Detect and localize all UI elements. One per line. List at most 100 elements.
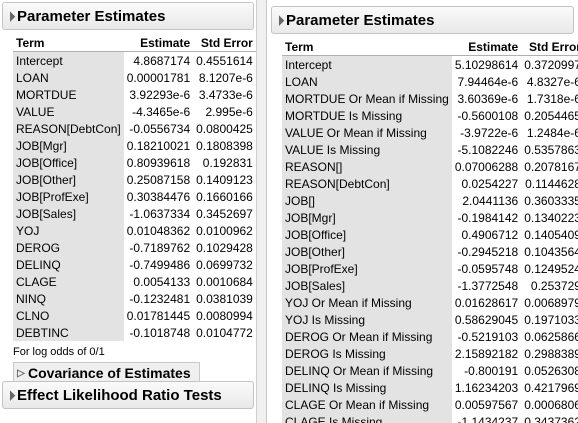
estimate-cell: 0.01048362 <box>126 223 191 238</box>
table-row: JOB[Mgr] 0.18210021 0.1808398 <box>13 137 256 154</box>
std-error-cell: 0.0100962 <box>196 223 253 238</box>
table-header-row: Term Estimate Std Error <box>13 34 256 52</box>
table-row: NINQ -0.1232481 0.0381039 <box>13 290 256 307</box>
term-cell: JOB[Other] <box>13 171 124 188</box>
column-header-term[interactable]: Term <box>16 35 45 50</box>
table-row: VALUE -4.3465e-6 2.995e-6 <box>13 103 256 120</box>
estimate-cell: 0.0254227 <box>461 176 519 191</box>
estimate-cell: 0.00001781 <box>126 70 191 85</box>
std-error-cell: 0.0625866 <box>524 329 578 344</box>
term-cell: JOB[Sales] <box>282 277 452 294</box>
std-error-cell: 0.192831 <box>202 155 253 170</box>
estimate-cell: 3.60369e-6 <box>457 91 519 106</box>
column-header-estimate[interactable]: Estimate <box>140 35 191 50</box>
term-cell: DEROG Is Missing <box>282 345 452 362</box>
std-error-cell: 4.8327e-6 <box>526 74 578 89</box>
term-cell: JOB[Sales] <box>13 205 124 222</box>
estimate-cell: 0.01781445 <box>126 308 191 323</box>
effect-likelihood-ratio-tests-header[interactable]: ◢ Effect Likelihood Ratio Tests <box>2 381 254 409</box>
std-error-cell: 0.4551614 <box>196 53 253 68</box>
term-cell: JOB[Mgr] <box>13 137 124 154</box>
term-cell: REASON[] <box>282 158 452 175</box>
term-cell: YOJ Is Missing <box>282 311 452 328</box>
estimate-cell: -3.9722e-6 <box>460 125 519 140</box>
table-row: DEROG -0.7189762 0.1029428 <box>13 239 256 256</box>
term-cell: VALUE Is Missing <box>282 141 452 158</box>
std-error-cell: 0.0080994 <box>196 308 253 323</box>
left-parameter-estimates-header[interactable]: ◢ Parameter Estimates <box>2 2 254 30</box>
estimate-cell: 0.25087158 <box>126 172 191 187</box>
right-parameter-estimates-header[interactable]: ◢ Parameter Estimates <box>271 6 574 34</box>
table-row: DELINQ -0.7499486 0.0699732 <box>13 256 256 273</box>
table-row: REASON[DebtCon] 0.0254227 0.1144628 <box>282 175 578 192</box>
std-error-cell: 0.3452697 <box>196 206 253 221</box>
table-row: VALUE Is Missing -5.1082246 0.5357863 <box>282 141 578 158</box>
std-error-cell: 0.0010684 <box>196 274 253 289</box>
estimate-cell: -0.7499486 <box>129 257 191 272</box>
table-row: YOJ Or Mean if Missing 0.01628617 0.006897… <box>282 294 578 311</box>
column-header-term[interactable]: Term <box>285 39 314 54</box>
disclosure-closed-icon[interactable]: ▷ <box>17 367 25 379</box>
table-row: JOB[] 2.0441136 0.3603335 <box>282 192 578 209</box>
std-error-cell: 0.1971033 <box>524 312 578 327</box>
covariance-of-estimates-header[interactable]: ▷ Covariance of Estimates <box>13 362 200 384</box>
term-cell: JOB[] <box>282 192 452 209</box>
table-row: JOB[Office] 0.80939618 0.192831 <box>13 154 256 171</box>
table-row: DEROG Is Missing 2.15892182 0.2988389 <box>282 345 578 362</box>
table-row: LOAN 7.94464e-6 4.8327e-6 <box>282 73 578 90</box>
estimate-cell: 0.58629045 <box>454 312 519 327</box>
std-error-cell: 0.4217969 <box>524 380 578 395</box>
estimate-cell: -0.1018748 <box>129 325 191 340</box>
estimate-cell: 0.0054133 <box>133 274 191 289</box>
std-error-cell: 0.0526308 <box>524 363 578 378</box>
table-row: JOB[Sales] -1.3772548 0.253729 <box>282 277 578 294</box>
std-error-cell: 0.1029428 <box>196 240 253 255</box>
estimate-cell: 4.8687174 <box>133 53 191 68</box>
column-header-estimate[interactable]: Estimate <box>468 39 519 54</box>
table-row: CLNO 0.01781445 0.0080994 <box>13 307 256 324</box>
term-cell: CLNO <box>13 307 124 324</box>
std-error-cell: 0.5357863 <box>524 142 578 157</box>
column-header-std-error[interactable]: Std Error <box>528 39 578 54</box>
estimate-cell: 1.16234203 <box>454 380 519 395</box>
estimate-cell: 0.18210021 <box>126 138 191 153</box>
table-row: DEROG Or Mean if Missing -0.5219103 0.0625… <box>282 328 578 345</box>
estimate-cell: 0.00597567 <box>454 397 519 412</box>
term-cell: REASON[DebtCon] <box>13 120 124 137</box>
term-cell: JOB[Mgr] <box>282 209 452 226</box>
term-cell: DELINQ Is Missing <box>282 379 452 396</box>
estimate-cell: -1.0637334 <box>129 206 191 221</box>
right-panel-title: Parameter Estimates <box>286 11 435 29</box>
term-cell: JOB[ProfExe] <box>13 188 124 205</box>
std-error-cell: 0.1405409 <box>524 227 578 242</box>
table-row: JOB[ProfExe] 0.30384476 0.1660166 <box>13 188 256 205</box>
table-row: YOJ 0.01048362 0.0100962 <box>13 222 256 239</box>
estimate-cell: -0.2945218 <box>457 244 519 259</box>
panel-divider[interactable] <box>256 0 267 423</box>
table-header-row: Term Estimate Std Error <box>282 38 578 56</box>
table-row: REASON[] 0.07006288 0.2078167 <box>282 158 578 175</box>
estimate-cell: -0.1984142 <box>457 210 519 225</box>
term-cell: DEROG Or Mean if Missing <box>282 328 452 345</box>
estimate-cell: -0.1232481 <box>129 291 191 306</box>
estimate-cell: 5.10298614 <box>454 57 519 72</box>
estimate-cell: -0.800191 <box>464 363 519 378</box>
table-row: JOB[Other] -0.2945218 0.1043564 <box>282 243 578 260</box>
column-header-std-error[interactable]: Std Error <box>200 35 253 50</box>
term-cell: NINQ <box>13 290 124 307</box>
term-cell: CLAGE Or Mean if Missing <box>282 396 452 413</box>
std-error-cell: 0.1144628 <box>525 176 578 191</box>
std-error-cell: 0.2054465 <box>524 108 578 123</box>
estimate-cell: 2.0441136 <box>462 193 519 208</box>
effect-title: Effect Likelihood Ratio Tests <box>17 386 222 404</box>
table-row: Intercept 4.8687174 0.4551614 <box>13 51 256 69</box>
table-row: JOB[ProfExe] -0.0595748 0.1249524 <box>282 260 578 277</box>
std-error-cell: 0.2988389 <box>524 346 578 361</box>
std-error-cell: 2.995e-6 <box>205 104 253 119</box>
estimate-cell: -5.1082246 <box>457 142 519 157</box>
right-estimates-table: Term Estimate Std Error Intercept 5.10298… <box>282 38 578 423</box>
estimate-cell: 0.80939618 <box>126 155 191 170</box>
estimate-cell: 3.92293e-6 <box>129 87 191 102</box>
table-row: DEBTINC -0.1018748 0.0104772 <box>13 324 256 341</box>
estimate-cell: -1.3772548 <box>457 278 519 293</box>
